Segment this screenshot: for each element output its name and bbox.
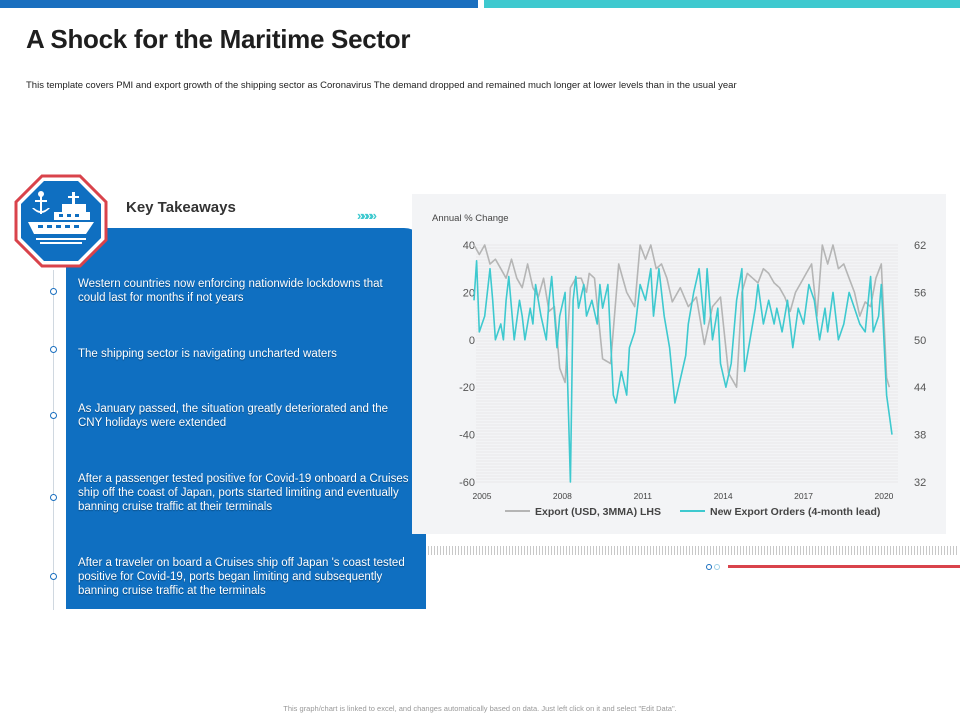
x-tick-label: 2008: [553, 491, 572, 501]
x-tick-label: 2017: [794, 491, 813, 501]
y-left-tick-label: -60: [459, 477, 475, 489]
takeaway-item: After a passenger tested positive for Co…: [78, 473, 409, 513]
legend-label: New Export Orders (4-month lead): [710, 506, 880, 518]
takeaway-item: As January passed, the situation greatly…: [78, 403, 389, 429]
takeaway-item: Western countries now enforcing nationwi…: [78, 278, 383, 304]
timeline-dot: [50, 494, 57, 501]
timeline-dot: [50, 573, 57, 580]
timeline-line: [53, 270, 54, 610]
y-right-tick-label: 56: [914, 287, 926, 299]
x-tick-label: 2020: [874, 491, 893, 501]
chart-title: Annual % Change: [432, 213, 509, 224]
timeline-dot: [50, 412, 57, 419]
footer-note: This graph/chart is linked to excel, and…: [283, 704, 677, 713]
y-left-tick-label: -20: [459, 382, 475, 394]
chart-background: [412, 194, 946, 534]
y-left-tick-label: 20: [463, 287, 475, 299]
anchor-ship-icon: [14, 174, 108, 268]
red-accent-line: [728, 565, 960, 568]
pager-dots: [706, 564, 722, 570]
series-line-new-export-orders: [473, 260, 893, 483]
takeaway-item: After a traveler on board a Cruises ship…: [78, 557, 405, 597]
y-right-tick-label: 44: [914, 382, 926, 394]
timeline-dot: [50, 288, 57, 295]
page-title: A Shock for the Maritime Sector: [26, 24, 411, 54]
series-line-export-usd: [473, 244, 891, 388]
timeline-dot: [50, 346, 57, 353]
export-chart: Annual % Change 40 20 0 -20 -40 -60 62 56 50 44 3…: [432, 213, 926, 518]
legend-label: Export (USD, 3MMA) LHS: [535, 506, 661, 518]
x-tick-label: 2005: [473, 491, 492, 501]
x-tick-label: 2011: [634, 491, 653, 501]
chevrons-decoration: »»»»: [357, 208, 377, 223]
tick-strip-decoration: [428, 546, 958, 555]
y-right-tick-label: 50: [914, 335, 926, 347]
y-left-tick-label: 40: [463, 240, 475, 252]
pager-dot: [706, 564, 712, 570]
takeaways-title: Key Takeaways: [126, 199, 236, 216]
takeaway-item: The shipping sector is navigating unchar…: [78, 348, 337, 360]
y-left-tick-label: -40: [459, 430, 475, 442]
y-right-tick-label: 62: [914, 240, 926, 252]
y-left-tick-label: 0: [469, 335, 475, 347]
takeaways-panel: [66, 228, 426, 609]
page-subtitle: This template covers PMI and export grow…: [26, 80, 737, 91]
y-right-tick-label: 32: [914, 477, 926, 489]
x-tick-label: 2014: [714, 491, 733, 501]
y-right-tick-label: 38: [914, 430, 926, 442]
pager-dot: [714, 564, 720, 570]
top-accent-bar-teal: [484, 0, 960, 8]
top-accent-bar-blue: [0, 0, 478, 8]
